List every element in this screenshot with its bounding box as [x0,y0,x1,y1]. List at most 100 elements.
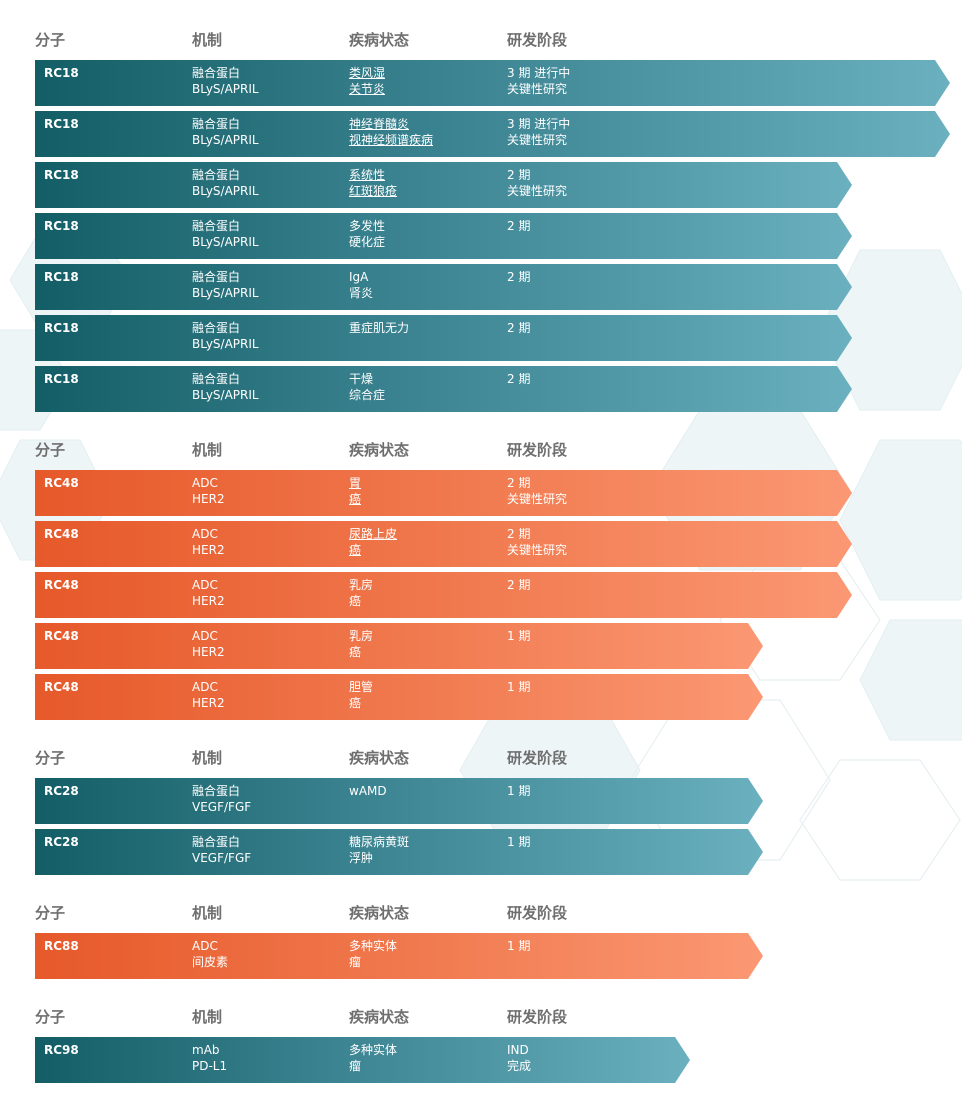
column-header-disease: 疾病状态 [349,904,410,922]
mechanism-type: ADC [192,476,218,490]
disease-cell: 乳房癌 [349,577,373,609]
disease-cell: 重症肌无力 [349,320,409,336]
mechanism-type: 融合蛋白 [192,372,241,386]
pipeline-row-rc28: RC28 融合蛋白 VEGF/FGF 糖尿病黄斑 浮肿 1 期 [35,829,763,875]
mechanism-type: ADC [192,527,218,541]
section-header: 分子 机制 疾病状态 研发阶段 [35,30,635,54]
molecule-name: RC18 [44,321,79,335]
disease-link[interactable]: 尿路上皮癌 [349,526,397,558]
disease-line-1: 糖尿病黄斑 [349,835,410,849]
stage-cell: 2 期关键性研究 [507,167,567,199]
mechanism-target: BLyS/APRIL [192,337,259,351]
disease-line-1: 多种实体 [349,939,398,953]
disease-line-1: 胃 [349,476,362,490]
disease-line-2: 浮肿 [349,851,374,865]
molecule-name: RC18 [44,66,79,80]
pipeline-row-rc18: RC18 融合蛋白 BLyS/APRIL 多发性 硬化症 2 期 [35,213,852,259]
disease-link[interactable]: 胃癌 [349,475,361,507]
mechanism-type: 融合蛋白 [192,321,241,335]
disease-cell: 胆管癌 [349,679,373,711]
pipeline-row-rc88: RC88 ADC 间皮素 多种实体瘤 1 期 [35,933,763,979]
stage-note: 关键性研究 [507,543,568,557]
section-header: 分子 机制 疾病状态 研发阶段 [35,903,635,927]
stage-note: 关键性研究 [507,492,568,506]
stage-phase: 1 期 [507,784,531,798]
pipeline-row-rc18: RC18 融合蛋白 BLyS/APRIL 重症肌无力 2 期 [35,315,852,361]
disease-line-2: 癌 [349,492,362,506]
mechanism-target: VEGF/FGF [192,851,252,865]
mechanism-target: HER2 [192,492,225,506]
mechanism-type: 融合蛋白 [192,117,241,131]
pipeline-row-rc48: RC48 ADC HER2 乳房癌 1 期 [35,623,763,669]
stage-phase: 2 期 [507,321,531,335]
column-header-molecule: 分子 [35,749,66,767]
disease-link[interactable]: 神经脊髓炎 视神经频谱疾病 [349,116,433,148]
molecule-name: RC48 [44,578,79,592]
column-header-molecule: 分子 [35,31,66,49]
mechanism-cell: 融合蛋白 BLyS/APRIL [192,116,259,148]
disease-line-2: 癌 [349,645,362,659]
mechanism-target: BLyS/APRIL [192,286,259,300]
mechanism-target: BLyS/APRIL [192,82,259,96]
section-header: 分子 机制 疾病状态 研发阶段 [35,748,635,772]
column-header-disease: 疾病状态 [349,1008,410,1026]
disease-line-1: IgA [349,270,369,284]
column-header-mechanism: 机制 [192,904,223,922]
column-header-stage: 研发阶段 [507,441,568,459]
disease-line-1: 乳房 [349,578,374,592]
stage-phase: 2 期 [507,219,531,233]
molecule-cell: RC18 [44,269,79,285]
disease-cell: 多种实体瘤 [349,1042,397,1074]
pipeline-row-rc18: RC18 融合蛋白 BLyS/APRIL 神经脊髓炎 视神经频谱疾病 3 期 进行中 关键性… [35,111,950,157]
pipeline-row-rc18: RC18 融合蛋白 BLyS/APRIL IgA 肾炎 2 期 [35,264,852,310]
mechanism-cell: ADC HER2 [192,628,225,660]
pipeline-row-rc18: RC18 融合蛋白 BLyS/APRIL 系统性 红斑狼疮 2 期关键性研究 [35,162,852,208]
disease-line-1: 尿路上皮 [349,527,398,541]
stage-cell: 1 期 [507,783,530,799]
molecule-cell: RC18 [44,320,79,336]
molecule-cell: RC18 [44,167,79,183]
molecule-name: RC48 [44,680,79,694]
disease-line-1: 类风湿 [349,66,386,80]
disease-cell: 干燥 综合症 [349,371,385,403]
column-header-mechanism: 机制 [192,749,223,767]
column-header-mechanism: 机制 [192,1008,223,1026]
molecule-name: RC98 [44,1043,79,1057]
disease-link[interactable]: 系统性 红斑狼疮 [349,167,397,199]
mechanism-cell: 融合蛋白 BLyS/APRIL [192,320,259,352]
molecule-name: RC28 [44,835,79,849]
stage-cell: 3 期 进行中 关键性研究 [507,116,570,148]
molecule-name: RC18 [44,168,79,182]
disease-cell: IgA 肾炎 [349,269,373,301]
pipeline-row-rc48: RC48 ADC HER2 乳房癌 2 期 [35,572,852,618]
mechanism-target: BLyS/APRIL [192,133,259,147]
stage-phase: 1 期 [507,835,531,849]
molecule-cell: RC28 [44,783,79,799]
molecule-cell: RC28 [44,834,79,850]
disease-line-2: 红斑狼疮 [349,184,398,198]
mechanism-cell: 融合蛋白 BLyS/APRIL [192,371,259,403]
mechanism-type: 融合蛋白 [192,784,241,798]
stage-phase: 2 期 [507,476,531,490]
mechanism-target: BLyS/APRIL [192,388,259,402]
column-header-disease: 疾病状态 [349,31,410,49]
disease-line-1: 干燥 [349,372,374,386]
disease-line-1: 多种实体 [349,1043,398,1057]
section-header: 分子 机制 疾病状态 研发阶段 [35,440,635,464]
molecule-name: RC28 [44,784,79,798]
mechanism-cell: ADC HER2 [192,526,225,558]
mechanism-type: ADC [192,680,218,694]
mechanism-cell: ADC HER2 [192,577,225,609]
disease-cell: 多种实体瘤 [349,938,397,970]
stage-phase: 2 期 [507,270,531,284]
mechanism-type: 融合蛋白 [192,270,241,284]
column-header-disease: 疾病状态 [349,441,410,459]
mechanism-cell: ADC 间皮素 [192,938,228,970]
mechanism-cell: 融合蛋白 BLyS/APRIL [192,65,259,97]
disease-link[interactable]: 类风湿 关节炎 [349,65,385,97]
stage-phase: IND [507,1043,529,1057]
stage-phase: 1 期 [507,939,531,953]
disease-line-1: 神经脊髓炎 [349,117,410,131]
mechanism-target: VEGF/FGF [192,800,252,814]
stage-phase: 2 期 [507,578,531,592]
